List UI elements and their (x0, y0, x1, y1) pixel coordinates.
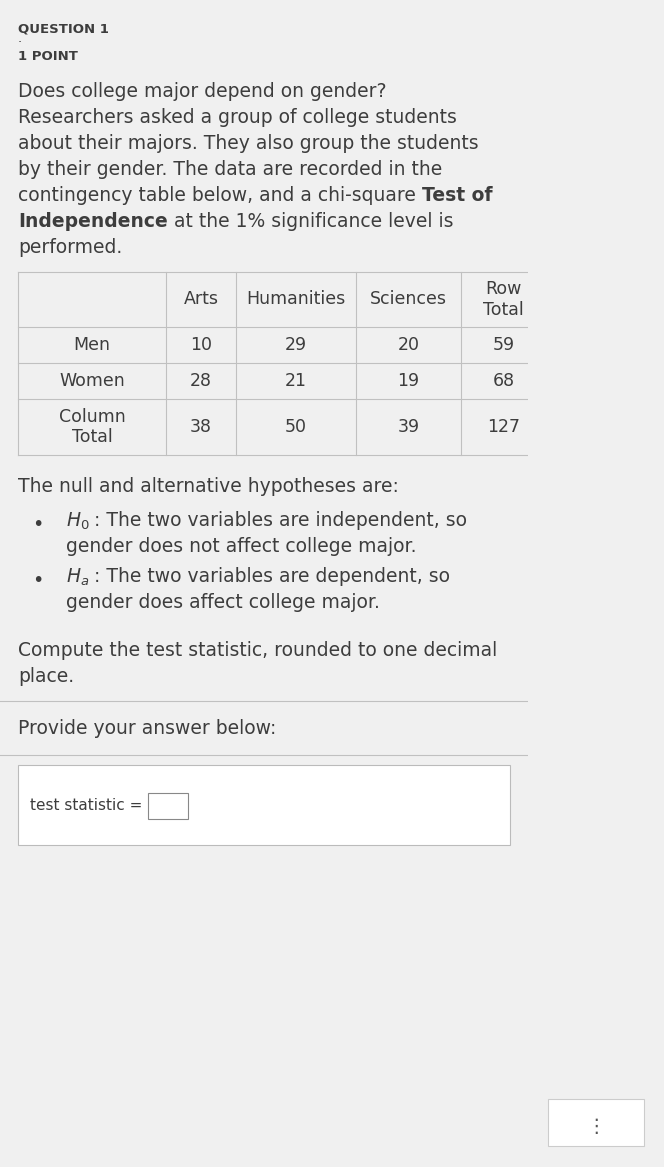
Text: •: • (32, 571, 43, 591)
Text: place.: place. (18, 668, 74, 686)
Text: 19: 19 (398, 372, 420, 390)
Text: Independence: Independence (18, 212, 168, 231)
Text: Provide your answer below:: Provide your answer below: (18, 719, 276, 738)
Bar (148, 794, 188, 819)
Text: 127: 127 (487, 418, 520, 436)
Text: 39: 39 (398, 418, 420, 436)
Text: QUESTION 1: QUESTION 1 (18, 22, 109, 35)
Text: ⋮: ⋮ (586, 1117, 606, 1135)
Text: Researchers asked a group of college students: Researchers asked a group of college stu… (18, 109, 457, 127)
Text: 50: 50 (285, 418, 307, 436)
Text: •: • (32, 515, 43, 534)
Text: Does college major depend on gender?: Does college major depend on gender? (18, 82, 386, 102)
Text: by their gender. The data are recorded in the: by their gender. The data are recorded i… (18, 160, 442, 179)
Text: gender does not affect college major.: gender does not affect college major. (66, 537, 416, 555)
Text: test statistic =: test statistic = (30, 798, 142, 813)
Text: performed.: performed. (18, 238, 122, 257)
Text: at the 1% significance level is: at the 1% significance level is (168, 212, 454, 231)
Text: contingency table below, and a chi-square: contingency table below, and a chi-squar… (18, 186, 422, 205)
Text: about their majors. They also group the students: about their majors. They also group the … (18, 134, 479, 153)
Text: Sciences: Sciences (370, 291, 447, 308)
Text: Test of: Test of (422, 186, 493, 205)
Text: 29: 29 (285, 336, 307, 354)
Text: Humanities: Humanities (246, 291, 346, 308)
Text: gender does affect college major.: gender does affect college major. (66, 593, 380, 612)
Text: 20: 20 (398, 336, 420, 354)
Bar (548, 1099, 643, 1146)
Text: Compute the test statistic, rounded to one decimal: Compute the test statistic, rounded to o… (18, 641, 497, 661)
Text: : The two variables are independent, so: : The two variables are independent, so (94, 511, 467, 530)
Text: The null and alternative hypotheses are:: The null and alternative hypotheses are: (18, 477, 399, 496)
Text: Arts: Arts (183, 291, 218, 308)
Text: 1 POINT: 1 POINT (18, 50, 78, 63)
Text: $H_0$: $H_0$ (66, 511, 90, 532)
Text: : The two variables are dependent, so: : The two variables are dependent, so (94, 567, 450, 586)
Text: ·: · (18, 36, 22, 49)
Text: 68: 68 (493, 372, 515, 390)
Text: Row
Total: Row Total (483, 280, 524, 319)
Text: Men: Men (74, 336, 110, 354)
Text: 10: 10 (190, 336, 212, 354)
Text: Column
Total: Column Total (58, 407, 125, 447)
Text: $H_a$: $H_a$ (66, 567, 89, 588)
Bar (18, 766, 510, 845)
Text: Women: Women (59, 372, 125, 390)
Text: 28: 28 (190, 372, 212, 390)
Text: 38: 38 (190, 418, 212, 436)
Text: 59: 59 (493, 336, 515, 354)
Text: 21: 21 (285, 372, 307, 390)
